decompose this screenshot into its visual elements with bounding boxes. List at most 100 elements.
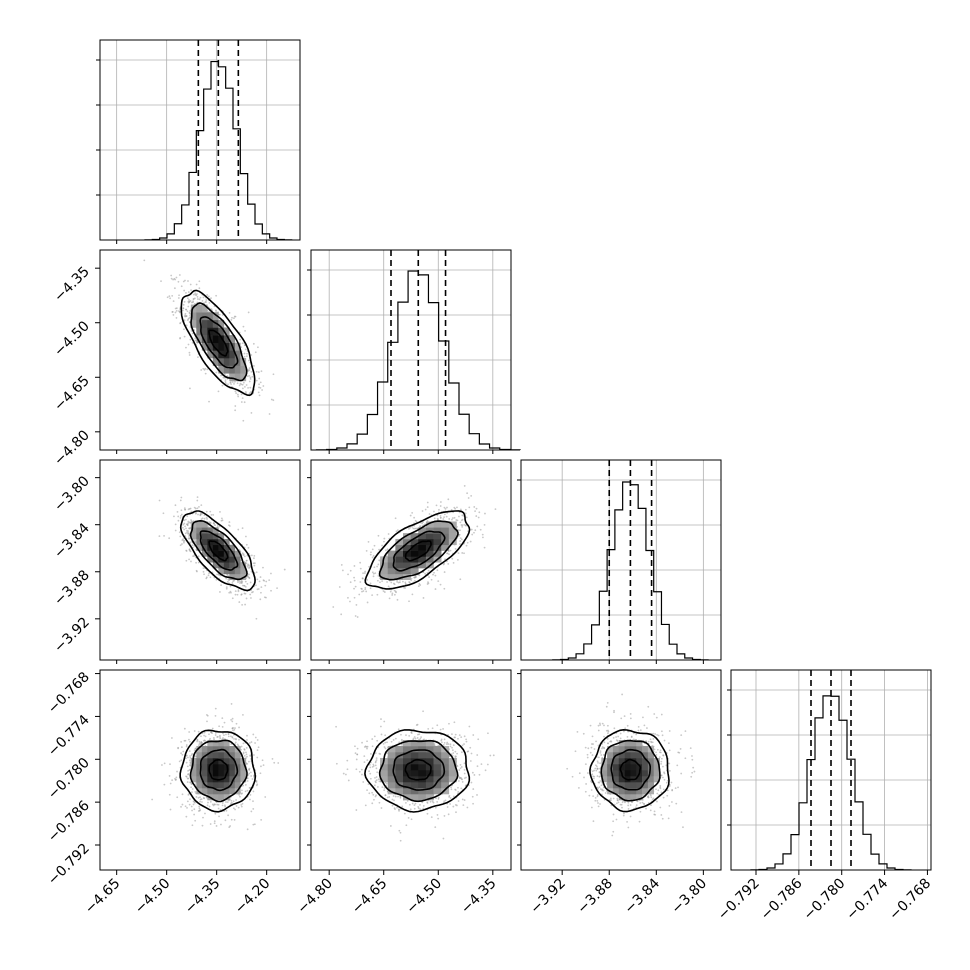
- scatter-point: [483, 523, 486, 526]
- scatter-point: [616, 799, 619, 801]
- scatter-point: [365, 590, 368, 593]
- scatter-point: [461, 744, 464, 747]
- scatter-point: [185, 308, 188, 311]
- scatter-point: [459, 763, 462, 766]
- scatter-point: [217, 803, 220, 806]
- scatter-point: [184, 279, 186, 282]
- scatter-point: [186, 531, 189, 534]
- scatter-point: [626, 735, 629, 738]
- scatter-point: [478, 773, 481, 776]
- scatter-point: [378, 548, 380, 551]
- scatter-point: [176, 796, 179, 799]
- scatter-point: [448, 722, 450, 725]
- density-bin: [207, 740, 214, 747]
- scatter-point: [436, 800, 439, 803]
- scatter-point: [486, 763, 489, 766]
- scatter-point: [188, 759, 191, 762]
- scatter-point: [660, 713, 663, 716]
- scatter-point: [340, 564, 343, 566]
- scatter-point: [244, 585, 247, 588]
- scatter-point: [234, 741, 237, 744]
- scatter-point: [355, 758, 358, 761]
- density-bin: [433, 782, 442, 789]
- density-bin: [223, 794, 230, 801]
- scatter-point: [596, 795, 599, 798]
- scatter-point: [184, 532, 187, 535]
- density-bin: [387, 556, 396, 563]
- scatter-point: [384, 747, 387, 750]
- scatter-point: [190, 289, 192, 292]
- scatter-point: [602, 754, 605, 756]
- scatter-point: [230, 718, 233, 721]
- scatter-point: [622, 814, 625, 817]
- scatter-point: [171, 311, 174, 313]
- scatter-point: [229, 735, 232, 738]
- scatter-point: [613, 711, 615, 714]
- contour-2: [190, 302, 248, 382]
- scatter-point: [198, 740, 201, 743]
- scatter-point: [464, 512, 467, 515]
- scatter-point: [590, 780, 592, 783]
- scatter-point: [595, 765, 598, 768]
- density-bin: [403, 776, 411, 783]
- scatter-point: [396, 581, 399, 583]
- scatter-point: [347, 573, 349, 576]
- scatter-point: [346, 768, 349, 771]
- density-bin: [642, 776, 649, 783]
- scatter-point: [645, 807, 647, 810]
- scatter-point: [204, 367, 207, 370]
- scatter-point: [449, 797, 452, 799]
- scatter-point: [692, 766, 695, 769]
- density-bin: [229, 782, 236, 789]
- scatter-point: [620, 717, 623, 720]
- scatter-point: [180, 509, 183, 512]
- scatter-point: [248, 767, 251, 770]
- scatter-point: [682, 826, 684, 829]
- scatter-point: [684, 730, 687, 732]
- scatter-point: [393, 593, 396, 596]
- scatter-point: [160, 280, 162, 283]
- density-bin: [196, 521, 203, 528]
- scatter-point: [247, 370, 250, 372]
- density-bin: [240, 358, 247, 366]
- scatter-point: [246, 780, 249, 782]
- density-bin: [425, 794, 434, 801]
- scatter-point: [466, 541, 469, 544]
- scatter-point: [242, 742, 245, 745]
- scatter-point: [444, 799, 447, 802]
- scatter-point: [459, 529, 461, 532]
- scatter-point: [376, 579, 379, 582]
- scatter-point: [189, 387, 191, 390]
- density-bin: [218, 562, 225, 569]
- scatter-point: [209, 737, 211, 740]
- scatter-point: [468, 506, 471, 509]
- scatter-point: [678, 751, 681, 754]
- scatter-point: [169, 782, 172, 785]
- scatter-point: [383, 540, 385, 543]
- scatter-point: [218, 525, 221, 528]
- scatter-point: [244, 784, 247, 786]
- scatter-point: [194, 302, 196, 305]
- scatter-point: [231, 381, 234, 383]
- scatter-point: [186, 523, 189, 526]
- scatter-point: [684, 757, 687, 760]
- scatter-point: [190, 786, 193, 789]
- scatter-point: [255, 781, 258, 783]
- scatter-point: [238, 738, 240, 741]
- scatter-point: [194, 541, 197, 543]
- scatter-point: [374, 777, 376, 779]
- scatter-point: [221, 314, 224, 316]
- scatter-point: [426, 802, 429, 804]
- scatter-point: [437, 817, 440, 820]
- scatter-point: [642, 716, 644, 719]
- scatter-point: [472, 788, 475, 790]
- scatter-point: [629, 717, 632, 720]
- density-bin: [229, 350, 236, 359]
- scatter-point: [373, 784, 376, 787]
- scatter-point: [223, 721, 226, 724]
- scatter-point: [399, 581, 401, 584]
- scatter-point: [463, 799, 466, 801]
- scatter-point: [394, 808, 396, 811]
- scatter-point: [669, 769, 671, 772]
- scatter-point: [599, 750, 602, 753]
